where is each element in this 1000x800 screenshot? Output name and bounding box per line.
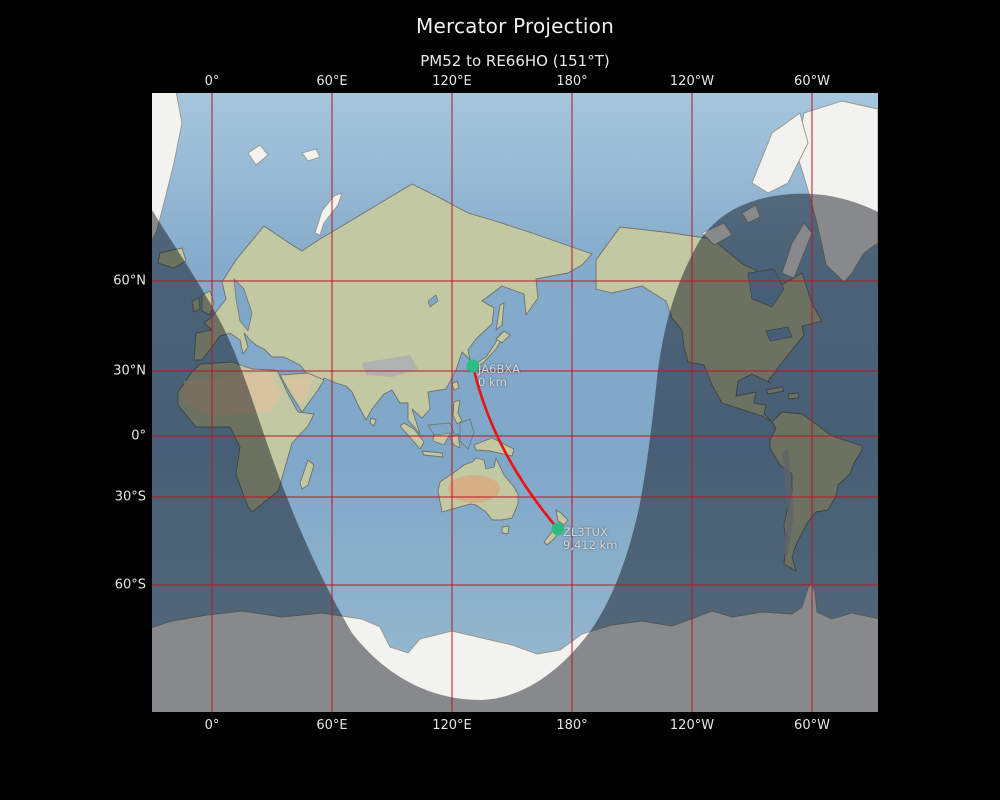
island-iceland: [157, 247, 187, 269]
landmass-eurasia: [193, 183, 593, 435]
island-madagascar: [299, 459, 315, 490]
island-java: [421, 450, 444, 458]
island-sakhalin: [495, 302, 505, 331]
top-lon-tick-0: 0°: [204, 74, 220, 89]
island-franz-josef: [301, 148, 321, 162]
bottom-lon-tick-3: 180°: [556, 718, 588, 733]
island-hispaniola: [787, 392, 800, 400]
left-lat-tick-4: 60°S: [114, 577, 146, 593]
island-hokkaido: [495, 330, 511, 344]
island-taiwan: [451, 380, 460, 391]
left-lat-tick-3: 30°S: [114, 489, 146, 505]
top-lon-tick-2: 120°E: [432, 74, 472, 89]
greenland-edge-sliver: [152, 93, 183, 241]
route-subtitle: PM52 to RE66HO (151°T): [420, 52, 610, 70]
new-zealand-north-island: [555, 509, 569, 526]
station-marker-ZL3TUX: [551, 522, 565, 536]
islands-philippines: [452, 399, 463, 425]
island-sri-lanka: [369, 417, 377, 427]
bottom-lon-tick-2: 120°E: [432, 718, 472, 733]
top-lon-tick-3: 180°: [556, 74, 588, 89]
bottom-lon-tick-1: 60°E: [316, 718, 348, 733]
island-ellesmere: [751, 112, 809, 194]
island-ireland: [191, 297, 201, 313]
island-novaya-zemlya: [314, 192, 343, 236]
island-victoria: [701, 222, 733, 246]
left-lat-tick-0: 60°N: [113, 273, 146, 289]
left-lat-tick-1: 30°N: [113, 363, 146, 379]
lake-baikal: [427, 294, 439, 308]
left-lat-tick-2: 0°: [131, 428, 146, 444]
arctic-islet: [741, 204, 761, 224]
station-label-ZL3TUX: ZL3TUX 9,412 km: [563, 525, 618, 552]
andes-mountains: [782, 449, 794, 555]
station-marker-JA6BXA: [466, 359, 480, 373]
great-lakes: [765, 326, 793, 342]
sahara-desert: [184, 373, 282, 417]
island-tasmania: [501, 525, 510, 535]
graticule: [152, 93, 878, 712]
island-svalbard: [247, 144, 269, 166]
top-lon-tick-5: 60°W: [794, 74, 830, 89]
world-map: [152, 93, 878, 712]
bottom-lon-tick-0: 0°: [204, 718, 220, 733]
top-lon-tick-1: 60°E: [316, 74, 348, 89]
caspian-sea: [459, 418, 475, 450]
bottom-lon-tick-5: 60°W: [794, 718, 830, 733]
great-circle-path: [471, 364, 560, 531]
landmass-antarctica: [152, 581, 878, 712]
island-cuba: [765, 386, 785, 395]
black-sea: [427, 422, 455, 436]
australia-interior: [448, 475, 500, 503]
top-lon-tick-4: 120°W: [669, 74, 715, 89]
landmass-greenland: [795, 100, 878, 283]
baltic-sea: [233, 278, 253, 332]
map-canvas: [152, 93, 878, 712]
station-label-JA6BXA: JA6BXA 0 km: [478, 362, 521, 389]
arabia-desert: [284, 377, 314, 406]
bottom-lon-tick-4: 120°W: [669, 718, 715, 733]
hudson-bay: [747, 268, 785, 308]
night-terminator-shade: [152, 193, 878, 712]
page-title: Mercator Projection: [416, 14, 614, 38]
